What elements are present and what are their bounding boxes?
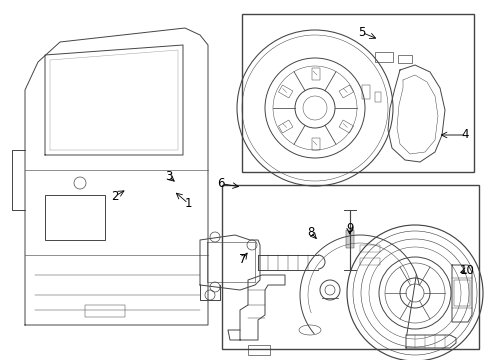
Bar [311,138,319,150]
Text: 8: 8 [306,226,314,239]
Text: 3: 3 [164,170,172,183]
Bar [359,245,379,252]
Bar [338,120,353,133]
Bar [338,85,353,98]
Bar [374,92,380,102]
FancyArrowPatch shape [312,141,316,145]
Bar [361,85,369,99]
Bar [242,14,473,172]
Text: 4: 4 [461,129,468,141]
Bar [346,230,353,248]
Bar [278,120,292,133]
Text: 6: 6 [217,177,224,190]
FancyArrowPatch shape [312,71,316,75]
Bar [453,280,469,306]
Text: 10: 10 [459,264,474,276]
Bar [278,85,292,98]
FancyArrowPatch shape [282,123,286,127]
Text: 9: 9 [345,222,353,235]
Bar [247,345,269,355]
Bar [311,68,319,80]
Bar [222,185,478,349]
FancyArrowPatch shape [343,89,346,93]
Bar [374,52,392,62]
Bar [45,195,105,240]
Bar [85,305,125,317]
Text: 2: 2 [111,190,119,203]
Bar [397,55,411,63]
FancyArrowPatch shape [343,123,346,127]
Text: 5: 5 [357,26,365,39]
Text: 7: 7 [238,253,246,266]
Text: 1: 1 [184,197,192,210]
Bar [359,258,379,265]
FancyArrowPatch shape [282,89,286,93]
